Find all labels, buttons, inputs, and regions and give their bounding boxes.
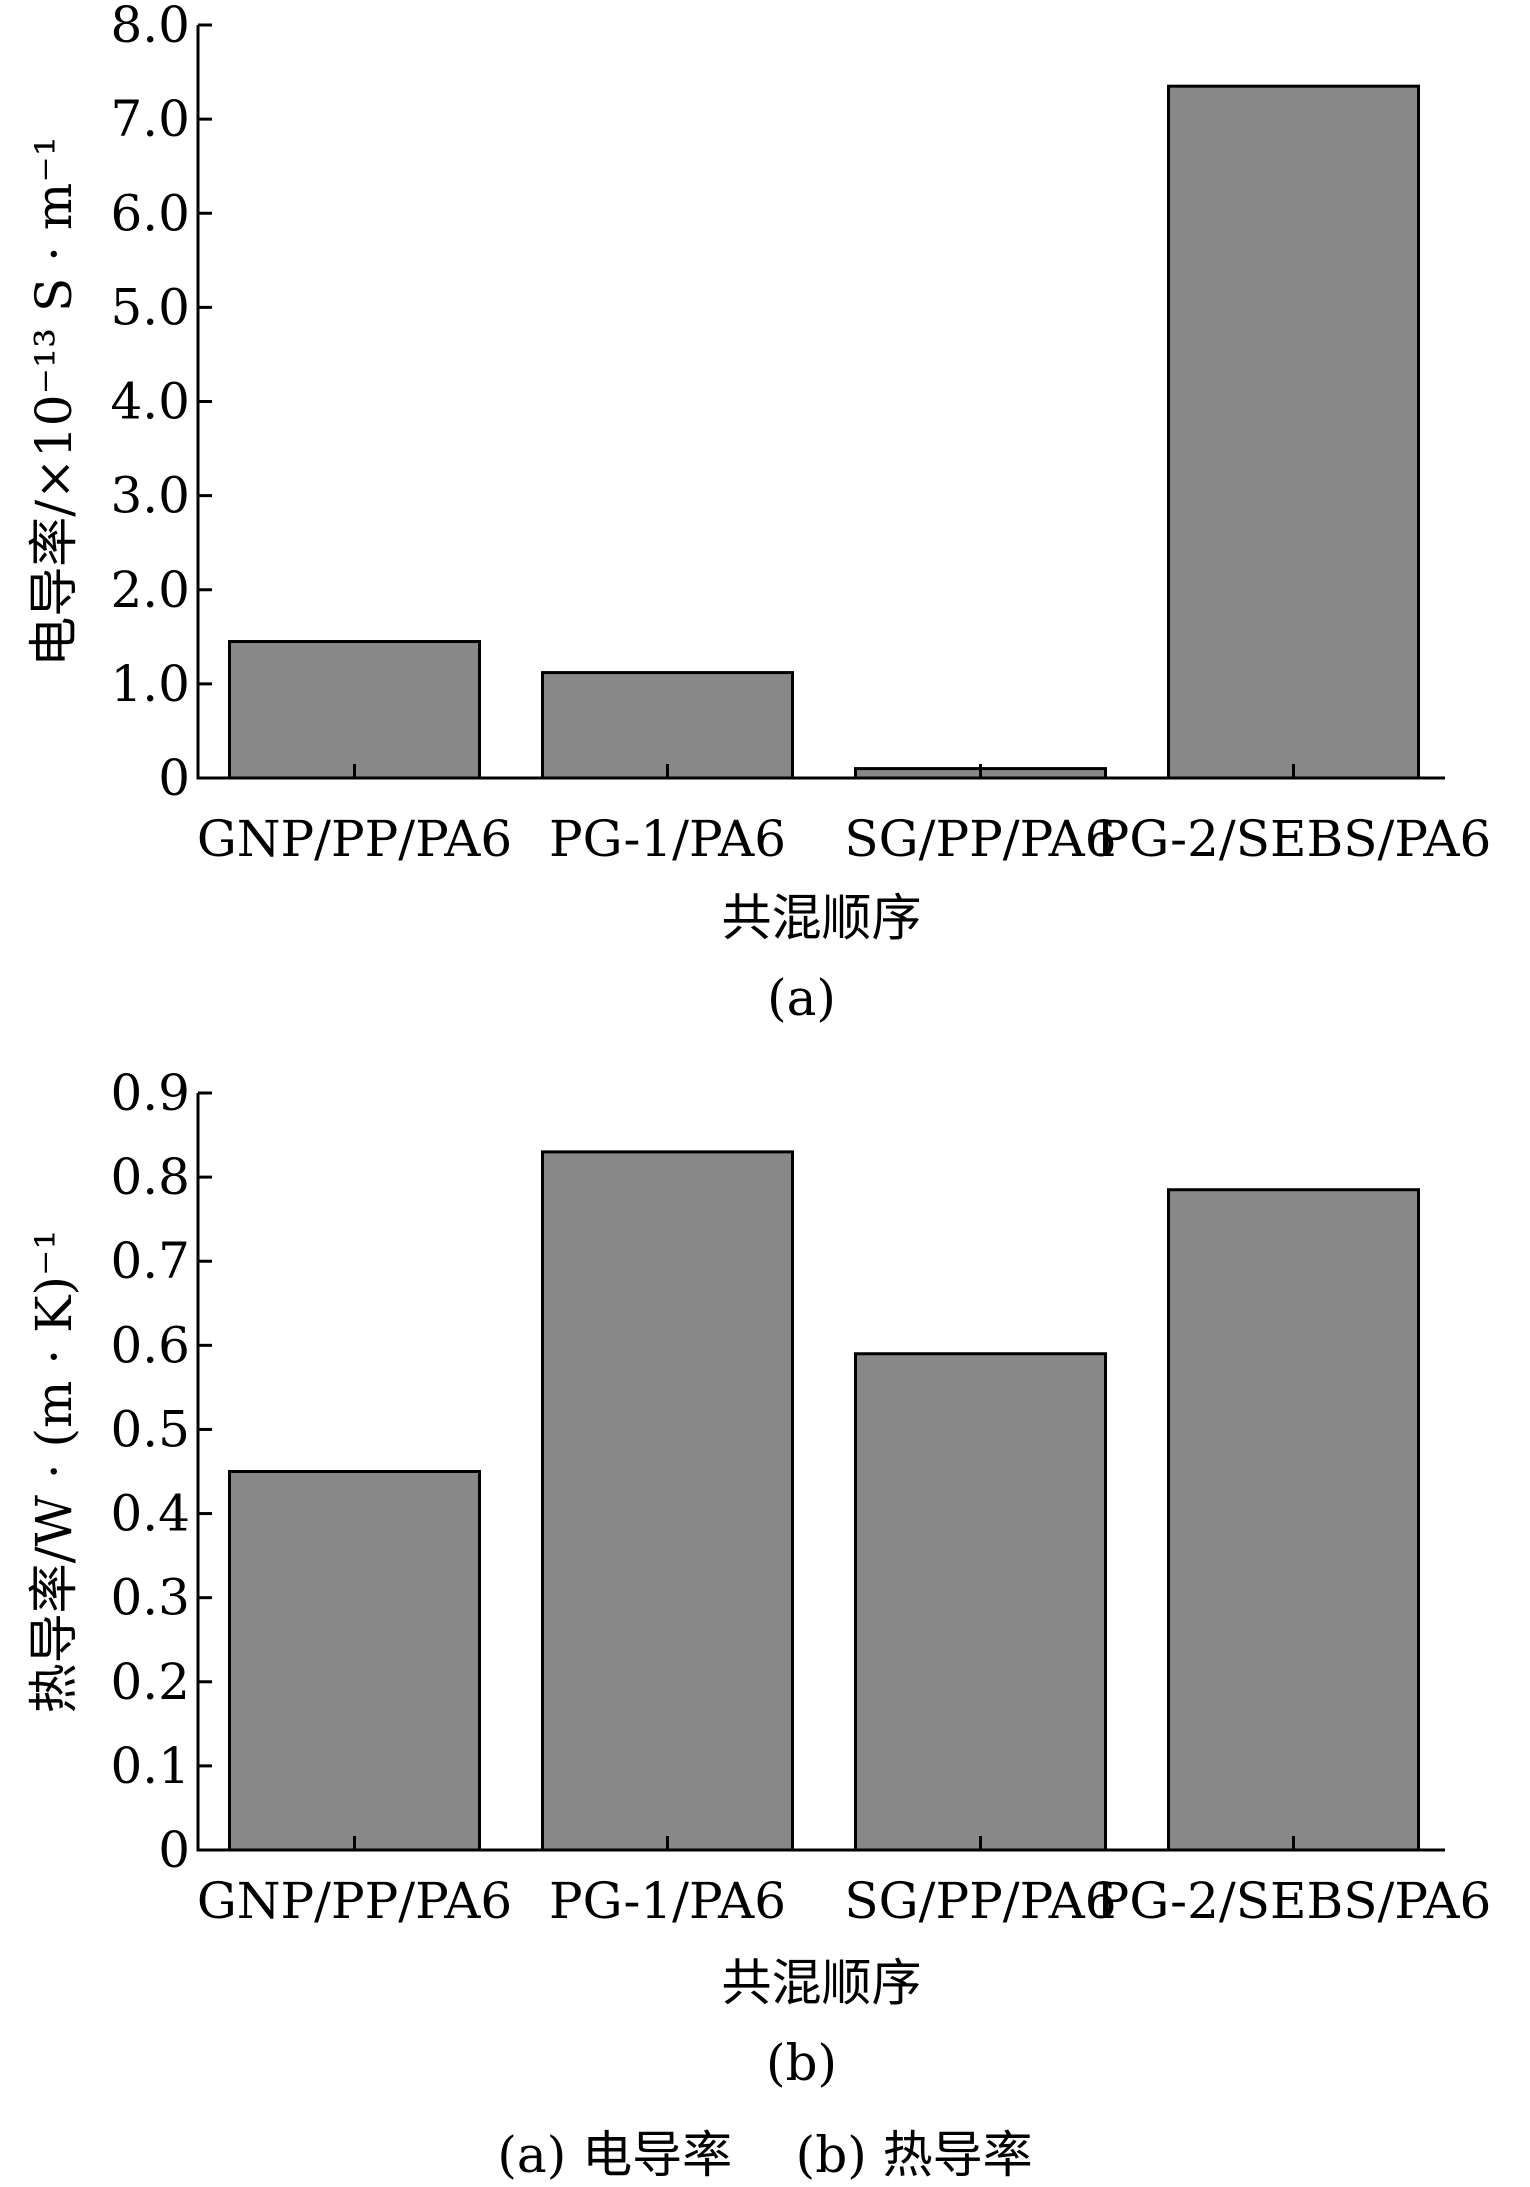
y-tick-label-8: 0.8 — [110, 1148, 190, 1206]
chart-panel-a: 0 1.0 2.0 3.0 4.0 5.0 6.0 7.0 8.0 GNP/PP/PA6 PG-1/… — [25, 0, 1491, 1027]
bar-2 — [854, 1352, 1107, 1852]
x-tick-label-2: SG/PP/PA6 — [844, 810, 1116, 868]
y-tick-label-4: 4.0 — [110, 373, 190, 431]
y-tick-label-7: 7.0 — [110, 90, 190, 148]
x-tick-label-2: SG/PP/PA6 — [844, 1872, 1116, 1930]
y-tick-label-4: 0.4 — [110, 1485, 190, 1543]
x-tick-label-3: PG-2/SEBS/PA6 — [1096, 810, 1492, 868]
y-tick-label-3: 3.0 — [110, 467, 190, 525]
y-tick-label-5: 0.5 — [110, 1400, 190, 1458]
y-tick-label-8: 8.0 — [110, 0, 190, 54]
y-tick-label-6: 6.0 — [110, 184, 190, 242]
y-tick-label-0: 0 — [158, 749, 190, 807]
x-axis-title: 共混顺序 — [722, 889, 922, 947]
y-tick-label-1: 0.1 — [110, 1737, 190, 1795]
x-tick-label-1: PG-1/PA6 — [549, 1872, 786, 1930]
bar-3 — [1167, 84, 1420, 780]
bar-3 — [1167, 1188, 1420, 1852]
y-tick-label-9: 0.9 — [110, 1064, 190, 1122]
panel-label: (b) — [766, 2034, 837, 2092]
y-tick-label-6: 0.6 — [110, 1316, 190, 1374]
y-tick-label-1: 1.0 — [110, 655, 190, 713]
y-tick-label-2: 2.0 — [110, 561, 190, 619]
x-tick-label-1: PG-1/PA6 — [549, 810, 786, 868]
bar-0 — [228, 1470, 481, 1852]
figure-caption: (a) 电导率 (b) 热导率 — [497, 2126, 1032, 2184]
y-tick-label-7: 0.7 — [110, 1232, 190, 1290]
y-axis-title: 热导率/W · (m · K)⁻¹ — [25, 1230, 83, 1714]
y-axis-title: 电导率/×10⁻¹³ S · m⁻¹ — [25, 136, 83, 667]
x-axis-title: 共混顺序 — [722, 1954, 922, 2012]
bar-1 — [541, 671, 794, 780]
panel-label: (a) — [767, 969, 836, 1027]
bar-1 — [541, 1150, 794, 1852]
x-tick-label-0: GNP/PP/PA6 — [197, 810, 512, 868]
x-tick-label-0: GNP/PP/PA6 — [197, 1872, 512, 1930]
y-tick-label-0: 0 — [158, 1821, 190, 1879]
y-tick-label-3: 0.3 — [110, 1569, 190, 1627]
bar-0 — [228, 640, 481, 780]
y-tick-label-5: 5.0 — [110, 278, 190, 336]
x-tick-label-3: PG-2/SEBS/PA6 — [1096, 1872, 1492, 1930]
y-tick-label-2: 0.2 — [110, 1653, 190, 1711]
chart-panel-b: 0 0.1 0.2 0.3 0.4 0.5 0.6 0.7 0.8 0.9 GNP/PP/PA6 PG… — [25, 1064, 1491, 2092]
